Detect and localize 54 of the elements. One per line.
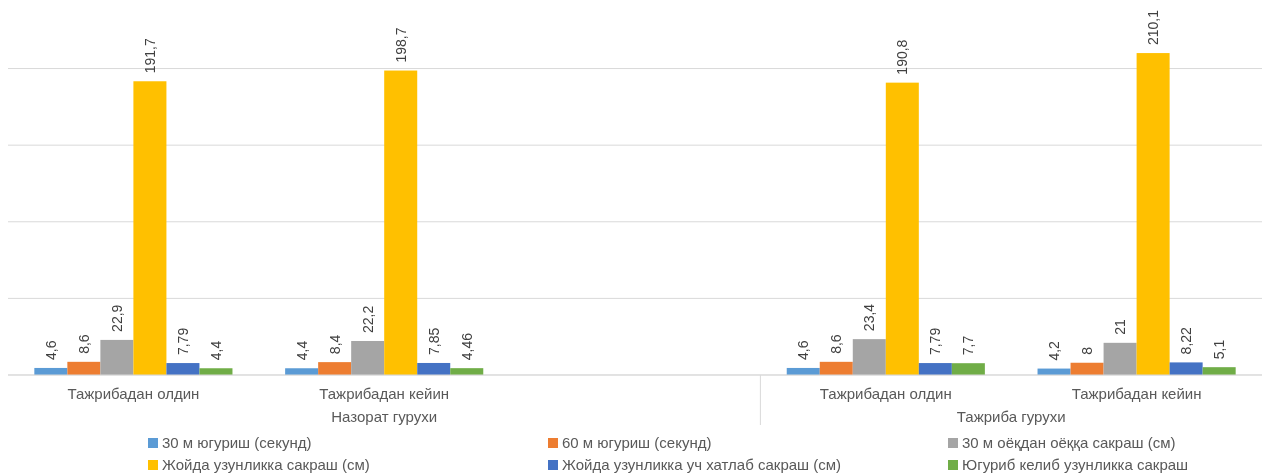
bar: [1070, 362, 1104, 375]
data-label: 7,79: [927, 327, 944, 356]
bar: [384, 70, 418, 375]
legend-label: 30 м югуриш (секунд): [162, 434, 312, 451]
bar: [852, 339, 886, 375]
data-label: 4,4: [207, 340, 224, 361]
bar: [1202, 367, 1236, 375]
bar: [918, 363, 952, 375]
legend-label: Жойда узунликка уч хатлаб сакраш (см): [562, 456, 842, 473]
bar: [951, 363, 985, 375]
bar: [351, 340, 385, 375]
data-label: 4,46: [458, 332, 475, 361]
bar: [1136, 53, 1170, 375]
data-label: 21: [1112, 319, 1129, 335]
data-label: 7,7: [960, 335, 977, 356]
bar: [166, 363, 200, 375]
data-label: 22,2: [359, 305, 376, 333]
data-label: 8: [1079, 346, 1096, 355]
data-label: 7,79: [174, 327, 191, 356]
legend-label: Жойда узунликка сакраш (см): [162, 456, 370, 473]
data-label: 4,2: [1046, 340, 1063, 361]
bar: [885, 82, 919, 375]
data-label: 8,6: [828, 334, 845, 354]
bar: [133, 81, 167, 375]
data-label: 4,6: [42, 340, 59, 360]
bar: [100, 339, 134, 375]
x-tick-label: Тажрибадан олдин: [819, 385, 952, 402]
data-label: 8,4: [326, 334, 343, 355]
data-label: 22,9: [108, 304, 125, 332]
x-tick-label: Тажрибадан кейин: [1071, 385, 1202, 402]
text: Назорат гурухи: [331, 408, 438, 425]
data-label: 8,6: [75, 334, 92, 354]
data-label: 8,22: [1178, 326, 1195, 355]
bar: [1103, 342, 1137, 375]
legend-label: 30 м оёқдан оёққа сакраш (см): [962, 434, 1176, 451]
data-label: 4,6: [795, 340, 812, 360]
legend-label: Югуриб келиб узунликка сакраш: [962, 456, 1189, 473]
data-label: 23,4: [861, 303, 878, 332]
bar: [1169, 362, 1203, 375]
data-label: 198,7: [392, 27, 409, 63]
bar: [417, 362, 451, 375]
x-tick-label: Тажрибадан олдин: [67, 385, 200, 402]
data-label: 190,8: [894, 39, 911, 75]
bar: [819, 361, 853, 375]
data-label: 191,7: [141, 38, 158, 74]
data-label: 7,85: [425, 327, 442, 355]
x-tick-label: Тажрибадан кейин: [319, 385, 450, 402]
bar: [318, 362, 352, 375]
data-label: 5,1: [1211, 339, 1228, 360]
legend-label: 60 м югуриш (секунд): [562, 434, 712, 451]
data-label: 210,1: [1145, 9, 1162, 46]
bar: [67, 361, 101, 375]
text: Тажриба гурухи: [956, 408, 1066, 425]
data-label: 4,4: [293, 340, 310, 361]
